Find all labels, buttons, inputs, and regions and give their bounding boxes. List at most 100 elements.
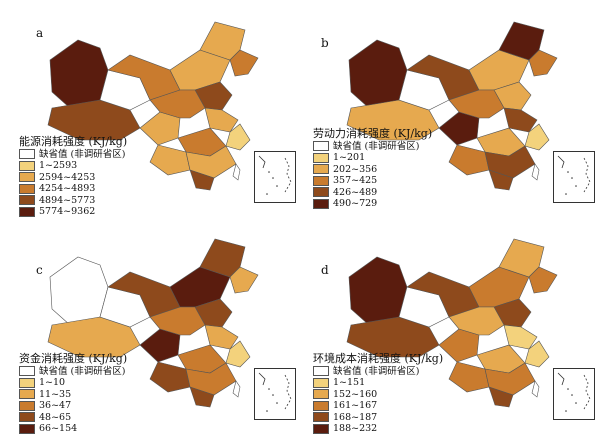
legend-text: 11~35 (39, 388, 72, 400)
legend-swatch (313, 400, 329, 411)
province-region (229, 266, 259, 294)
legend-swatch (19, 400, 35, 411)
legend-item: 1~2593 (19, 160, 127, 172)
legend-swatch (19, 206, 35, 217)
province-region (149, 89, 206, 119)
legend-item: 36~47 (19, 400, 127, 412)
legend-item: 5774~9362 (19, 206, 127, 218)
legend-swatch (19, 377, 35, 388)
province-region (448, 361, 490, 393)
legend-text: 188~232 (333, 423, 378, 434)
inset-islands (557, 372, 591, 412)
legend-item: 缺省值 (非调研省区) (19, 149, 127, 161)
province-region (149, 361, 191, 393)
province-region (199, 238, 246, 278)
china-map-b (346, 21, 558, 191)
inset-islands (557, 155, 591, 195)
legend-text: 66~154 (39, 423, 78, 434)
legend-item: 缺省值 (非调研省区) (313, 366, 443, 378)
legend-swatch (19, 389, 35, 400)
legend-item: 缺省值 (非调研省区) (19, 366, 127, 378)
legend-item: 1~10 (19, 377, 127, 389)
south-china-sea-inset (553, 151, 595, 203)
map-panel-d: d 环境成本消耗强度 (KJ/kg) 缺省值 (非调研省区) 1~151 152~1… (299, 217, 598, 434)
inset-islands (258, 372, 292, 412)
province-region (524, 340, 550, 368)
legend-item: 11~35 (19, 389, 127, 401)
legend-item: 1~151 (313, 377, 443, 389)
inset-islands (258, 155, 292, 195)
legend-text: 152~160 (333, 388, 378, 400)
legend-text: 490~729 (333, 198, 378, 209)
legend-text: 168~187 (333, 411, 378, 423)
legend-swatch (313, 412, 329, 423)
china-map-d (346, 238, 558, 408)
legend-text: 缺省值 (非调研省区) (333, 140, 420, 152)
province-region (189, 169, 215, 191)
province-region (204, 107, 239, 133)
legend-item: 66~154 (19, 423, 127, 435)
province-region (531, 163, 540, 181)
legend-swatch (19, 412, 35, 423)
province-region (498, 21, 545, 61)
map-legend: 劳动力消耗强度 (KJ/kg) 缺省值 (非调研省区) 1~201 202~356 3… (313, 128, 432, 210)
province-region (139, 328, 181, 363)
legend-text: 缺省值 (非调研省区) (39, 365, 126, 377)
province-region (199, 21, 246, 61)
legend-item: 缺省值 (非调研省区) (313, 141, 432, 153)
legend-title: 资金消耗强度 (KJ/kg) (19, 352, 128, 365)
legend-swatch (19, 183, 35, 194)
legend-text: 4894~5773 (39, 194, 96, 206)
legend-text: 36~47 (39, 400, 72, 411)
province-region (488, 169, 514, 191)
province-region (438, 328, 480, 363)
province-region (49, 256, 109, 326)
legend-item: 202~356 (313, 164, 432, 176)
province-region (448, 89, 505, 119)
legend-item: 1~201 (313, 152, 432, 164)
legend-swatch (19, 423, 35, 434)
legend-item: 168~187 (313, 412, 443, 424)
legend-item: 357~425 (313, 175, 432, 187)
legend-text: 1~201 (333, 152, 366, 163)
map-panel-c: c 资金消耗强度 (KJ/kg) 缺省值 (非调研省区) 1~10 11~35 36~… (0, 217, 299, 434)
south-china-sea-inset (553, 368, 595, 420)
legend-item: 152~160 (313, 389, 443, 401)
province-region (189, 386, 215, 408)
south-china-sea-inset (254, 368, 296, 420)
province-region (448, 144, 490, 176)
province-region (348, 256, 408, 326)
province-region (149, 144, 191, 176)
panel-label: d (321, 263, 329, 277)
legend-item: 2594~4253 (19, 172, 127, 184)
province-region (149, 306, 206, 336)
map-legend: 能源消耗强度 (KJ/kg) 缺省值 (非调研省区) 1~2593 2594~425… (19, 136, 127, 218)
province-region (503, 107, 538, 133)
legend-text: 48~65 (39, 411, 72, 423)
legend-item: 161~167 (313, 400, 443, 412)
legend-text: 1~151 (333, 377, 366, 388)
legend-text: 202~356 (333, 163, 378, 175)
province-region (139, 111, 181, 146)
legend-text: 4254~4893 (39, 183, 96, 194)
legend-swatch (313, 389, 329, 400)
legend-title: 环境成本消耗强度 (KJ/kg) (313, 352, 444, 365)
province-region (49, 39, 109, 109)
legend-text: 5774~9362 (39, 206, 96, 217)
legend-swatch (313, 377, 329, 388)
china-map-c (47, 238, 259, 408)
legend-items: 缺省值 (非调研省区) 1~201 202~356 357~425 426~489 490… (313, 141, 432, 210)
legend-swatch (313, 198, 329, 209)
province-region (503, 324, 538, 350)
legend-swatch (313, 187, 329, 198)
legend-swatch (313, 423, 329, 434)
province-region (524, 123, 550, 151)
legend-swatch (313, 164, 329, 175)
panel-label: b (321, 36, 329, 50)
legend-text: 161~167 (333, 400, 378, 411)
map-legend: 资金消耗强度 (KJ/kg) 缺省值 (非调研省区) 1~10 11~35 36~47… (19, 353, 127, 435)
legend-title: 劳动力消耗强度 (KJ/kg) (313, 127, 433, 140)
province-region (229, 49, 259, 77)
legend-text: 357~425 (333, 175, 378, 186)
legend-text: 1~10 (39, 377, 66, 388)
